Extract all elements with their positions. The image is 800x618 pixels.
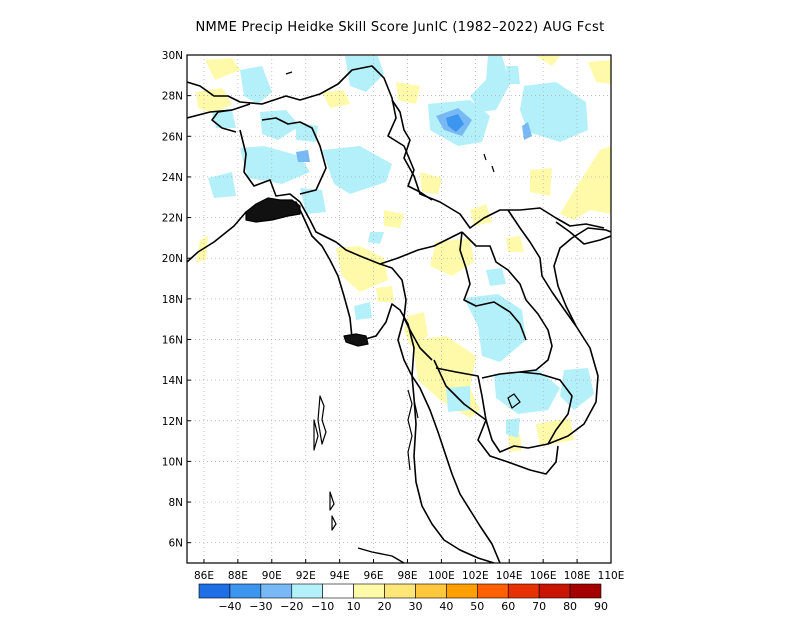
lat-tick-label: 30N (162, 50, 183, 62)
border-china-myanmar (391, 99, 605, 229)
border-cambodia (481, 371, 573, 445)
border-thai-myanmar-south (397, 317, 413, 377)
cambodia-coast (477, 419, 559, 475)
colorbar-label: −10 (311, 600, 334, 613)
lon-tick-label: 106E (530, 570, 557, 582)
colorbar-label: 60 (501, 600, 515, 613)
lat-tick-label: 28N (162, 91, 183, 103)
border-china-north (187, 65, 433, 201)
colorbar-swatch (446, 583, 478, 599)
border-vietnam-laos (507, 209, 577, 327)
lat-tick-label: 10N (162, 456, 183, 468)
colorbar-label: 70 (532, 600, 546, 613)
sumatra-tip (357, 547, 405, 563)
lon-tick-label: 96E (364, 570, 384, 582)
colorbar-label: 40 (439, 600, 453, 613)
lat-tick-label: 20N (162, 253, 183, 265)
border-myanmar-thai (299, 201, 433, 361)
irrawaddy-delta (343, 333, 369, 347)
border-thai-cambodia (435, 367, 487, 421)
colorbar-swatch (569, 583, 602, 599)
border-china-vietnam (555, 221, 611, 245)
lat-tick-label: 24N (162, 172, 183, 184)
colorbar-label: 80 (563, 600, 577, 613)
delta-fill (245, 197, 301, 223)
lon-tick-label: 90E (262, 570, 282, 582)
lat-tick-label: 8N (168, 497, 183, 509)
lat-tick-label: 6N (168, 538, 183, 550)
lat-tick-label: 22N (162, 213, 183, 225)
map-title: NMME Precip Heidke Skill Score JunIC (19… (195, 20, 605, 35)
colorbar-label: 50 (470, 600, 484, 613)
negative-skill-core (522, 122, 532, 140)
colorbar-swatch (477, 583, 509, 599)
colorbar-label: 20 (378, 600, 392, 613)
colorbar-swatch (198, 583, 231, 599)
negative-skill-core-strong (446, 114, 464, 132)
lon-tick-label: 108E (564, 570, 591, 582)
lat-tick-label: 12N (162, 416, 183, 428)
coastline-east (433, 227, 611, 453)
colorbar-swatch (260, 583, 293, 599)
colorbar-swatch (291, 583, 323, 599)
border-bhutan (261, 117, 327, 195)
longitude-tick-labels: 86E 88E 90E 92E 94E 96E 98E 100E 102E 104E 106E 108… (194, 559, 624, 582)
border-india-myanmar (239, 129, 301, 203)
lon-tick-label: 104E (496, 570, 523, 582)
colorbar-label: 90 (594, 600, 608, 613)
colorbar-swatch (415, 583, 447, 599)
hainan-dot (285, 71, 495, 173)
lon-tick-label: 102E (462, 570, 489, 582)
colorbar-labels: −40 −30 −20 −10 10 20 30 40 50 60 70 80 90 (218, 600, 608, 613)
gulf-coast (411, 375, 501, 563)
colorbar-swatch (538, 583, 571, 599)
colorbar (198, 583, 602, 599)
lake-tonle-sap (507, 393, 521, 409)
colorbar-swatch (384, 583, 416, 599)
lon-tick-label: 98E (397, 570, 417, 582)
colorbar-label: 30 (408, 600, 422, 613)
skill-shading (196, 56, 611, 452)
negative-skill-core (296, 150, 310, 162)
lon-tick-label: 110E (598, 570, 625, 582)
border-laos (461, 231, 553, 373)
mergui-islands (407, 389, 419, 471)
negative-skill-regions (208, 56, 594, 438)
latitude-tick-labels: 30N 28N 26N 24N 22N 20N 18N 16N 14N 12N 10N 8N 6N (162, 50, 191, 550)
boundaries (187, 65, 611, 563)
border-laos-thai (459, 231, 527, 341)
colorbar-swatch (353, 583, 385, 599)
border-myanmar-laos (379, 231, 463, 265)
lon-tick-label: 92E (296, 570, 316, 582)
colorbar-label: −30 (249, 600, 272, 613)
colorbar-label: 10 (347, 600, 361, 613)
lat-tick-label: 26N (162, 131, 183, 143)
border-bangladesh (211, 109, 237, 133)
lon-tick-label: 86E (194, 570, 214, 582)
colorbar-swatch (507, 583, 540, 599)
lat-tick-label: 18N (162, 294, 183, 306)
lon-tick-label: 88E (228, 570, 248, 582)
colorbar-swatch (229, 583, 262, 599)
colorbar-swatch (322, 583, 354, 599)
colorbar-label: −40 (218, 600, 241, 613)
plot-frame (186, 54, 612, 564)
lon-tick-label: 100E (428, 570, 455, 582)
andaman-islands (313, 395, 337, 531)
lat-tick-label: 16N (162, 334, 183, 346)
lon-tick-label: 94E (330, 570, 350, 582)
colorbar-label: −20 (280, 600, 303, 613)
lat-lon-grid (187, 55, 611, 563)
lat-tick-label: 14N (162, 375, 183, 387)
